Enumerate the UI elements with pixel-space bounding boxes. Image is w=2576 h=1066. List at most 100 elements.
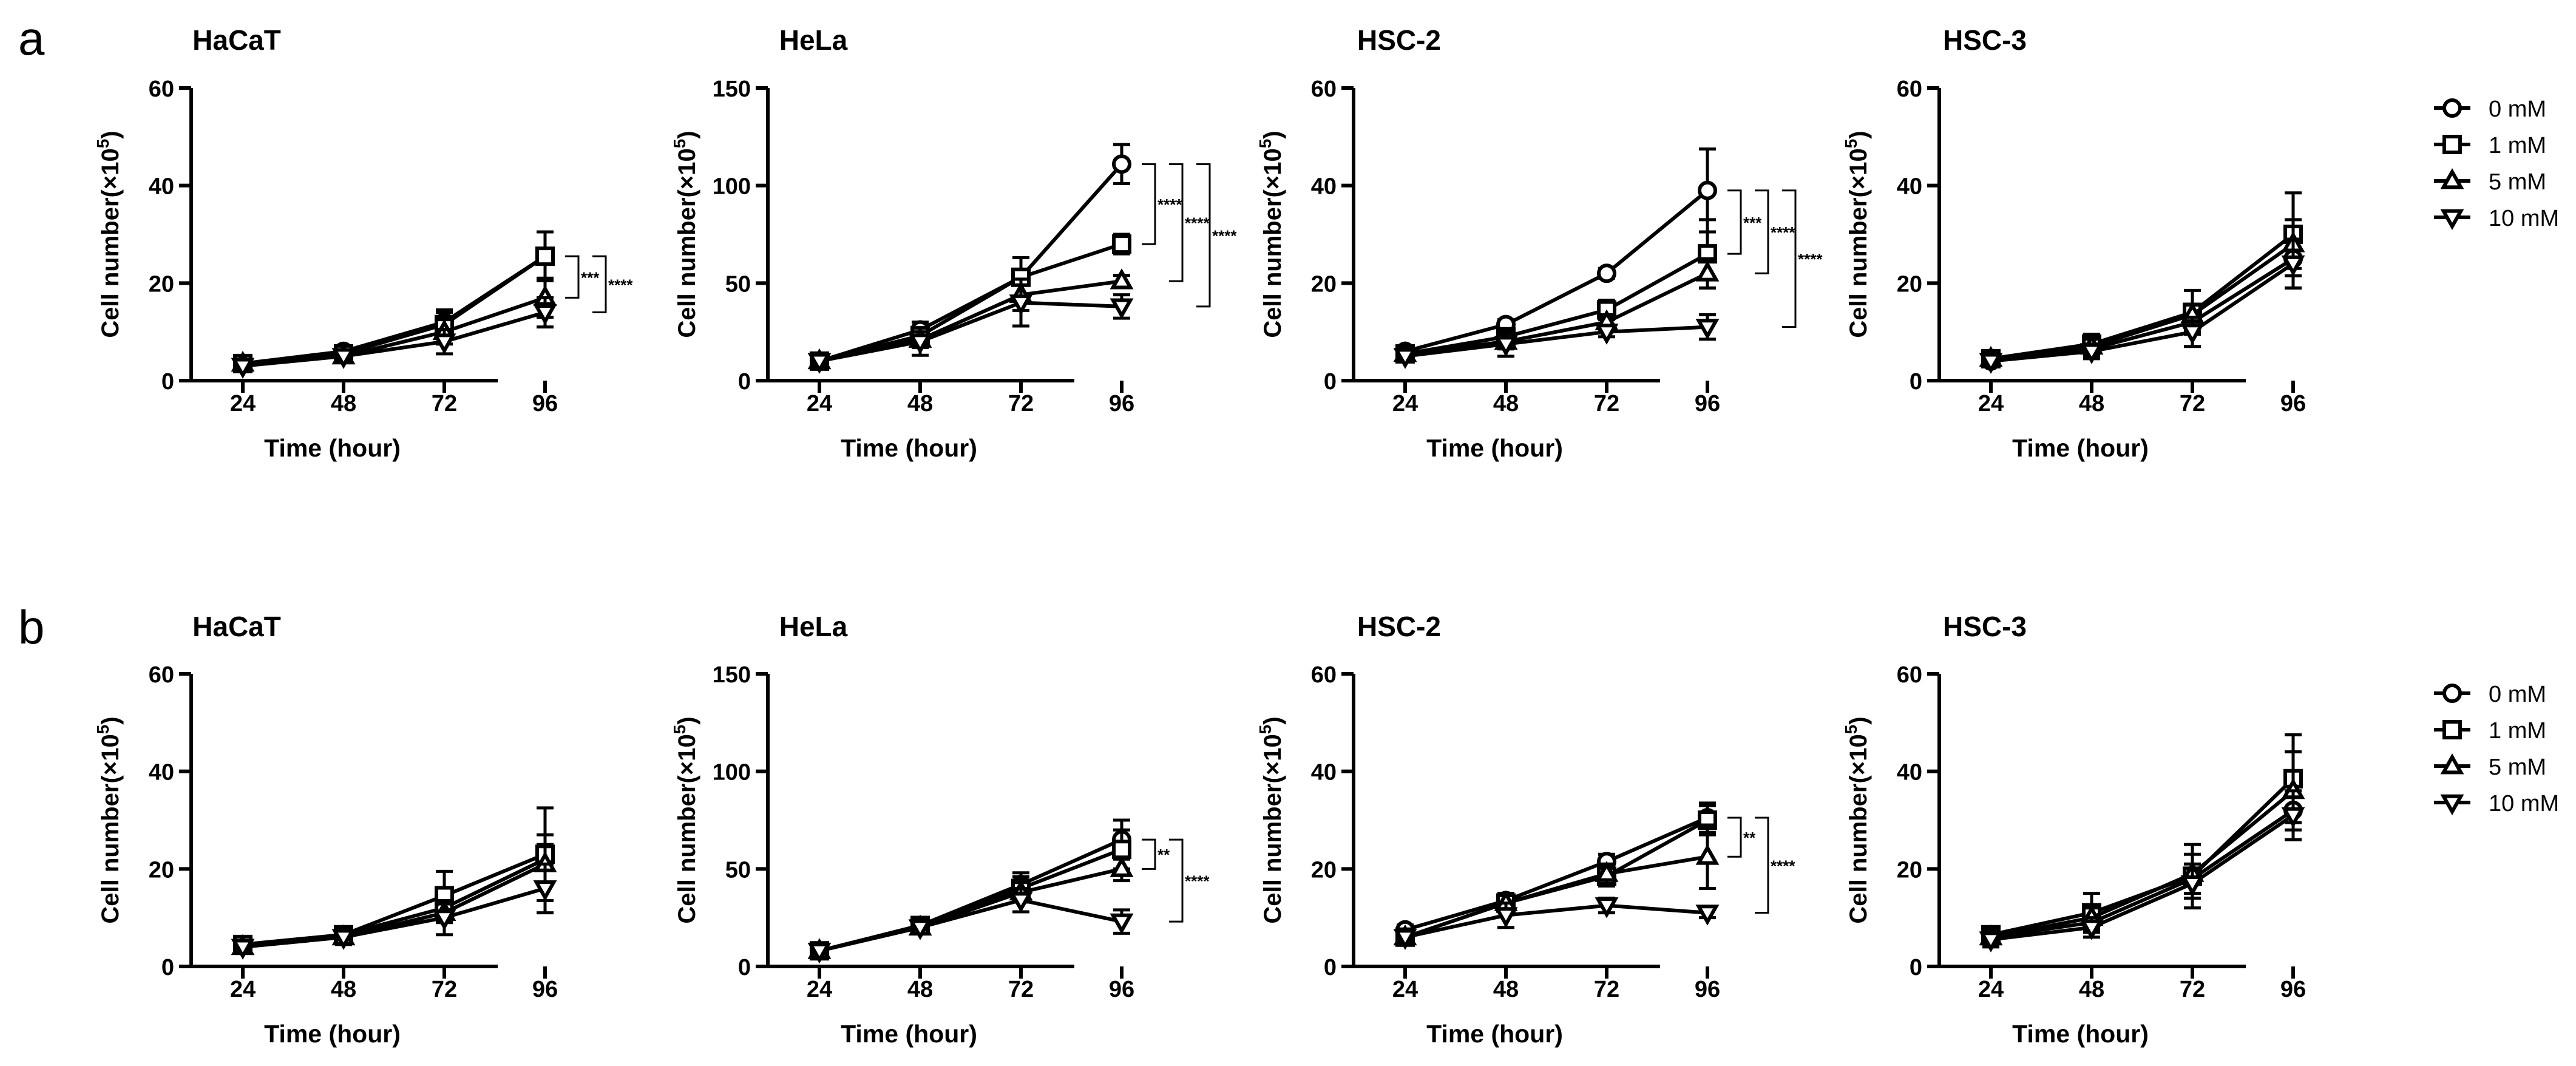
- significance-bracket: [1755, 816, 1769, 914]
- y-tick-label: 40: [1897, 760, 1922, 786]
- significance-bracket: [592, 255, 607, 314]
- legend-item: 10 mM: [2434, 791, 2559, 816]
- significance-bracket: [1142, 163, 1156, 245]
- significance-label: ****: [608, 276, 633, 294]
- legend-a: 0 mM 1 mM 5 mM 10 mM: [2434, 97, 2559, 231]
- y-axis-label: Cell number(×105): [1842, 716, 1872, 923]
- chart-title: HSC-3: [1943, 24, 2027, 56]
- chart-b-hacat: HaCaT 0 20 40 60 24 48 72 96 Time (hour) Cell numb…: [93, 611, 558, 1048]
- significance-label: ****: [1185, 214, 1210, 233]
- y-axis-label-superscript: 5: [93, 725, 112, 735]
- legend-marker: [2440, 794, 2464, 816]
- series-line: [1405, 271, 1709, 356]
- significance-bracket: [1169, 838, 1184, 923]
- y-axis-label-superscript: 5: [670, 725, 689, 735]
- legend-label: 0 mM: [2489, 682, 2546, 707]
- chart-b-hsc-3: HSC-3 0 20 40 60 24 48 72 96 Time (hour) Cell numb…: [1842, 611, 2306, 1048]
- legend-item: 1 mM: [2434, 718, 2546, 744]
- legend-b: 0 mM 1 mM 5 mM 10 mM: [2434, 682, 2559, 816]
- y-axis-label: Cell number(×105): [670, 716, 700, 923]
- y-tick-label: 40: [1311, 174, 1337, 200]
- y-axis-label-close: ): [1259, 716, 1286, 724]
- legend-label: 1 mM: [2489, 718, 2546, 744]
- x-axis-label: Time (hour): [841, 1020, 977, 1048]
- chart-a-hsc-2: HSC-2 0 20 40 60 24 48 72 96 Time (hour) Cell numb…: [1256, 24, 1823, 462]
- data-point: [1110, 913, 1134, 935]
- x-tick-label: 96: [1109, 391, 1134, 416]
- series-line: [1405, 855, 1708, 939]
- x-tick-label: 96: [1109, 977, 1134, 1002]
- x-tick-label: 24: [230, 391, 256, 416]
- series-line: [1990, 809, 2294, 939]
- data-point: [807, 353, 832, 374]
- legend-label: 1 mM: [2489, 133, 2546, 158]
- series-10-mm: [231, 862, 557, 960]
- x-axis-label: Time (hour): [2012, 434, 2149, 462]
- x-axis-label: Time (hour): [841, 434, 977, 462]
- chart-a-hela: HeLa 0 50 100 150 24 48 72 96 Time (hour) Cell num…: [670, 24, 1237, 462]
- chart-title: HaCaT: [192, 24, 281, 56]
- y-tick-label: 60: [149, 662, 174, 688]
- y-axis-label-main: Cell number(×10: [97, 734, 124, 923]
- data-point: [1494, 336, 1518, 357]
- x-axis-label: Time (hour): [2012, 1020, 2149, 1048]
- series-line: [242, 310, 546, 368]
- x-tick-label: 24: [1978, 391, 2004, 416]
- significance-bracket: [565, 255, 580, 299]
- data-point: [1110, 856, 1134, 877]
- data-point: [331, 348, 356, 369]
- chart-title: HeLa: [779, 24, 848, 56]
- x-tick-label: 72: [2180, 391, 2205, 416]
- y-tick-label: 40: [1897, 174, 1922, 200]
- data-point: [1110, 268, 1134, 290]
- series-line: [1990, 813, 2294, 942]
- legend-item: 5 mM: [2434, 753, 2546, 780]
- series-10-mm: [807, 886, 1134, 964]
- y-axis-label-close: ): [97, 716, 124, 724]
- data-point: [1494, 907, 1518, 928]
- x-axis-label: Time (hour): [1426, 434, 1563, 462]
- x-axis-label: Time (hour): [264, 1020, 401, 1048]
- legend-marker: [2442, 720, 2462, 739]
- series-line: [242, 852, 546, 946]
- data-point: [1979, 353, 2003, 374]
- y-axis-label-superscript: 5: [1842, 139, 1860, 149]
- series-line: [819, 163, 1124, 363]
- data-point: [1009, 892, 1033, 913]
- data-point: [2079, 343, 2104, 364]
- legend-item: 1 mM: [2434, 133, 2546, 158]
- panel-label-b: b: [18, 600, 44, 654]
- series-line: [1405, 189, 1709, 353]
- chart-a-hacat: HaCaT 0 20 40 60 24 48 72 96 Time (hour) Cell numb…: [93, 24, 633, 462]
- x-tick-label: 48: [331, 977, 356, 1002]
- y-tick-label: 150: [713, 76, 751, 102]
- series-line: [1405, 252, 1709, 356]
- data-point: [807, 942, 832, 964]
- y-tick-label: 50: [725, 271, 751, 297]
- y-tick-label: 60: [1897, 76, 1922, 102]
- data-point: [1595, 324, 1619, 345]
- significance-label: ***: [581, 268, 600, 287]
- y-tick-label: 0: [738, 955, 751, 980]
- y-axis-label-superscript: 5: [1256, 725, 1275, 735]
- series-10-mm: [1979, 237, 2305, 374]
- legends: 0 mM 1 mM 5 mM 10 mM 0 mM 1 mM 5 mM 10 mM: [2434, 97, 2559, 816]
- data-point: [1695, 844, 1720, 865]
- y-axis-label-main: Cell number(×10: [1845, 148, 1872, 338]
- legend-item: 0 mM: [2434, 97, 2546, 122]
- significance-bracket: [1782, 189, 1797, 328]
- legend-label: 5 mM: [2489, 755, 2546, 780]
- series-10-mm: [1979, 789, 2305, 952]
- significance-bracket: [1727, 816, 1742, 858]
- data-point: [1979, 931, 2003, 952]
- series-line: [819, 242, 1122, 363]
- y-tick-label: 0: [161, 369, 174, 395]
- y-axis-label-main: Cell number(×10: [1845, 734, 1872, 923]
- data-point: [1597, 263, 1616, 283]
- chart-title: HSC-3: [1943, 611, 2027, 642]
- legend-item: 5 mM: [2434, 168, 2546, 195]
- significance-bracket: [1755, 189, 1769, 274]
- y-tick-label: 40: [149, 760, 174, 786]
- data-point: [908, 333, 932, 355]
